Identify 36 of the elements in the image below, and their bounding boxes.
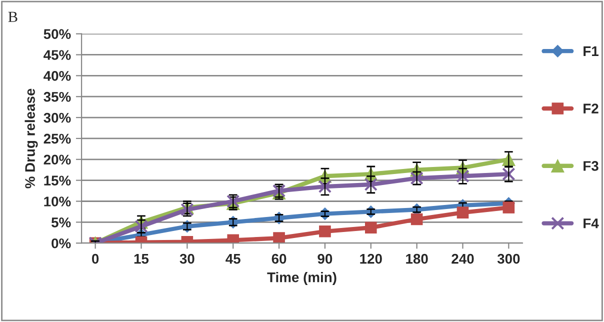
point (456, 206, 469, 218)
point (364, 178, 378, 192)
y-tick-label: 45% (44, 50, 71, 60)
chart-title: B (8, 12, 18, 22)
y-tick-label: 25% (44, 134, 71, 144)
x-tick-label: 90 (318, 254, 332, 264)
x-tick-label: 240 (452, 254, 474, 264)
point (319, 225, 331, 238)
y-tick-label: 50% (44, 29, 71, 39)
y-tick-label: 20% (44, 154, 71, 165)
y-axis-title: % Drug release (24, 88, 38, 188)
x-tick-label: 60 (272, 254, 286, 264)
x-tick-label: 300 (497, 254, 520, 264)
x-tick-label: 120 (360, 254, 382, 264)
y-tick-label: 0% (52, 238, 71, 248)
point (502, 202, 515, 214)
x-tick-label: 45 (226, 254, 240, 264)
legend-label: F2 (584, 104, 598, 114)
x-tick-label: 0 (92, 254, 99, 264)
y-tick-label: 15% (44, 176, 71, 186)
x-tick-label: 180 (406, 254, 428, 264)
point (410, 213, 423, 226)
x-tick-label: 15 (134, 254, 149, 264)
y-tick-label: 10% (44, 196, 71, 206)
y-tick-label: 5% (51, 218, 71, 228)
y-tick-label: 35% (44, 92, 71, 102)
y-tick-label: 30% (44, 112, 71, 123)
point (273, 232, 285, 244)
point (364, 222, 377, 234)
legend-label: F4 (584, 218, 599, 228)
point (318, 180, 332, 194)
y-tick-label: 40% (44, 71, 71, 81)
x-tick-label: 30 (180, 254, 194, 264)
legend-label: F1 (584, 46, 598, 56)
x-axis-title: Time (min) (267, 272, 336, 285)
legend-label: F3 (584, 161, 598, 171)
